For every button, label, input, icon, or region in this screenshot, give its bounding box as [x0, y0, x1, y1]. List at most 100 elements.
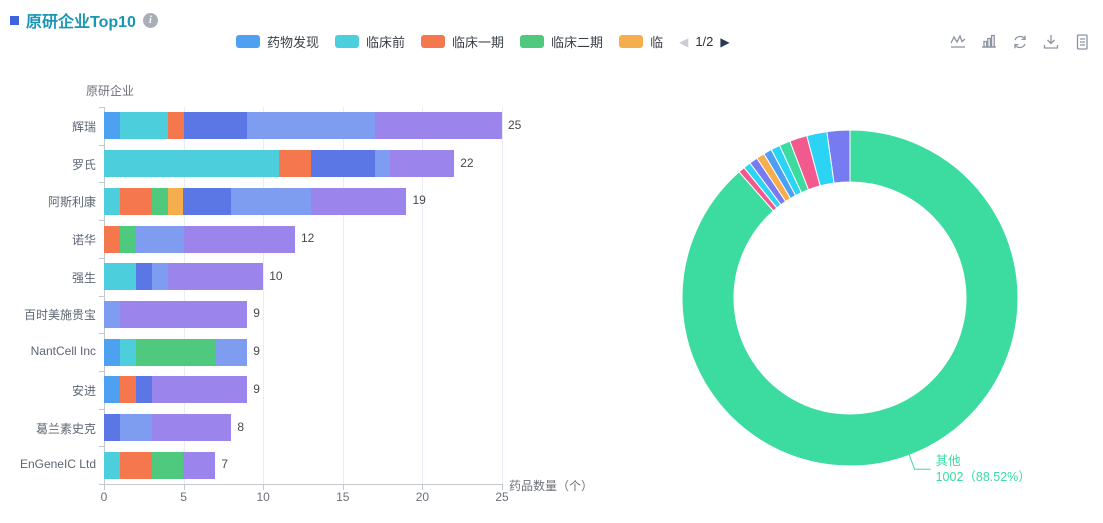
x-axis-tick-label: 0	[100, 490, 108, 504]
bar-segment-blue[interactable]	[104, 112, 120, 140]
y-axis-label: 辉瑞	[71, 119, 96, 134]
legend-swatch	[421, 35, 446, 48]
bar-segment-royal[interactable]	[135, 376, 152, 404]
legend-label: 临床一期	[452, 35, 505, 50]
bar-value-label: 25	[508, 117, 522, 132]
chart-toolbar	[949, 33, 1091, 51]
x-axis-tick-label: 20	[415, 490, 430, 504]
bar-segment-royal[interactable]	[135, 263, 152, 291]
bar-segment-periwinkle[interactable]	[231, 187, 311, 215]
legend-item-临床前[interactable]: 临床前	[335, 32, 405, 51]
legend-item-临床一期[interactable]: 临床一期	[421, 32, 504, 51]
x-axis-tick	[342, 485, 344, 490]
x-axis-line	[104, 484, 503, 485]
bar-segment-teal[interactable]	[119, 112, 168, 140]
bar-segment-purple[interactable]	[151, 414, 232, 441]
data-view-icon[interactable]	[1073, 33, 1091, 51]
y-axis-label: 诺华	[71, 233, 96, 247]
bar-segment-purple[interactable]	[183, 451, 216, 479]
legend-item-临床二期[interactable]: 临床二期	[520, 32, 603, 51]
pie-slice-其他[interactable]	[681, 129, 1019, 467]
y-axis-tick	[99, 333, 104, 335]
bar-segment-purple[interactable]	[119, 300, 248, 328]
y-axis-label: 强生	[71, 270, 96, 285]
legend-item-药物发现[interactable]: 药物发现	[236, 32, 319, 51]
bar-强生	[104, 263, 264, 291]
bar-NantCell Inc	[104, 338, 248, 366]
bar-辉瑞	[104, 112, 503, 140]
legend-prev-icon[interactable]: ◀	[679, 34, 689, 49]
x-axis-tick-label: 5	[180, 490, 187, 504]
bar-segment-purple[interactable]	[374, 112, 503, 140]
bar-segment-royal[interactable]	[183, 187, 232, 215]
x-axis-tick	[104, 485, 105, 490]
bar-segment-amber[interactable]	[167, 187, 184, 215]
bar-segment-blue[interactable]	[104, 376, 120, 404]
bar-segment-green[interactable]	[135, 338, 216, 366]
bar-阿斯利康	[104, 187, 407, 215]
bar-segment-teal[interactable]	[104, 451, 120, 479]
bar-segment-teal[interactable]	[104, 150, 280, 178]
y-axis-line	[104, 107, 105, 485]
bar-segment-periwinkle[interactable]	[215, 338, 248, 366]
refresh-icon[interactable]	[1011, 33, 1029, 51]
y-axis-tick	[99, 220, 104, 222]
bar-segment-blue[interactable]	[104, 338, 120, 366]
x-axis-name: 药品数量（个）	[509, 479, 594, 493]
x-axis-tick-label: 15	[336, 490, 350, 504]
page-title: 原研企业Top10	[26, 14, 136, 31]
bar-segment-teal[interactable]	[119, 338, 136, 366]
legend-items: 药物发现 临床前 临床一期 临床二期 临	[236, 32, 679, 51]
bar-segment-periwinkle[interactable]	[119, 414, 152, 441]
bar-segment-purple[interactable]	[183, 225, 295, 253]
pie-callout-label: 其他 1002（88.52%）	[936, 453, 1031, 485]
info-icon[interactable]: i	[142, 12, 158, 28]
bar-segment-periwinkle[interactable]	[374, 150, 391, 178]
bar-segment-orange[interactable]	[279, 150, 311, 178]
bar-segment-teal[interactable]	[104, 187, 120, 215]
legend-next-icon[interactable]: ▶	[720, 34, 730, 49]
bar-segment-royal[interactable]	[183, 112, 248, 140]
bar-value-label: 9	[253, 306, 260, 321]
bar-segment-teal[interactable]	[104, 263, 136, 291]
y-axis-label: 罗氏	[71, 157, 96, 172]
bar-segment-purple[interactable]	[151, 376, 248, 404]
bar-segment-periwinkle[interactable]	[104, 300, 120, 328]
bar-segment-periwinkle[interactable]	[247, 112, 375, 140]
bar-segment-orange[interactable]	[119, 451, 152, 479]
bar-segment-royal[interactable]	[310, 150, 375, 178]
bar-segment-green[interactable]	[151, 451, 184, 479]
y-axis-tick	[99, 295, 104, 297]
y-axis-label: 葛兰素史克	[35, 421, 96, 436]
x-axis-tick	[502, 485, 503, 490]
bar-value-label: 10	[269, 268, 283, 283]
bar-segment-green[interactable]	[119, 225, 136, 253]
bar-segment-periwinkle[interactable]	[135, 225, 184, 253]
y-axis-tick	[99, 408, 104, 410]
y-axis-tick	[99, 107, 104, 108]
bar-chart-icon[interactable]	[980, 33, 998, 51]
bar-segment-orange[interactable]	[119, 187, 152, 215]
legend-label: 临床前	[366, 35, 406, 50]
bar-segment-green[interactable]	[151, 187, 168, 215]
bar-segment-purple[interactable]	[310, 187, 407, 215]
bar-segment-orange[interactable]	[167, 112, 184, 140]
download-icon[interactable]	[1042, 33, 1060, 51]
grid-line	[502, 107, 503, 484]
legend-label: 临床二期	[551, 35, 604, 50]
bar-segment-orange[interactable]	[104, 225, 120, 253]
bar-value-label: 8	[237, 419, 245, 434]
legend-swatch	[619, 35, 644, 48]
y-axis-tick	[99, 182, 104, 184]
bar-segment-periwinkle[interactable]	[151, 263, 168, 291]
bar-segment-purple[interactable]	[167, 263, 264, 291]
bar-value-label: 7	[221, 457, 229, 472]
bar-segment-purple[interactable]	[390, 150, 455, 178]
x-axis-tick-label: 10	[256, 490, 270, 504]
bar-segment-royal[interactable]	[104, 414, 120, 441]
legend-item-临[interactable]: 临	[619, 32, 663, 51]
pie-callout-name: 其他	[935, 454, 961, 469]
line-chart-icon[interactable]	[949, 33, 967, 51]
bar-segment-orange[interactable]	[119, 376, 136, 404]
